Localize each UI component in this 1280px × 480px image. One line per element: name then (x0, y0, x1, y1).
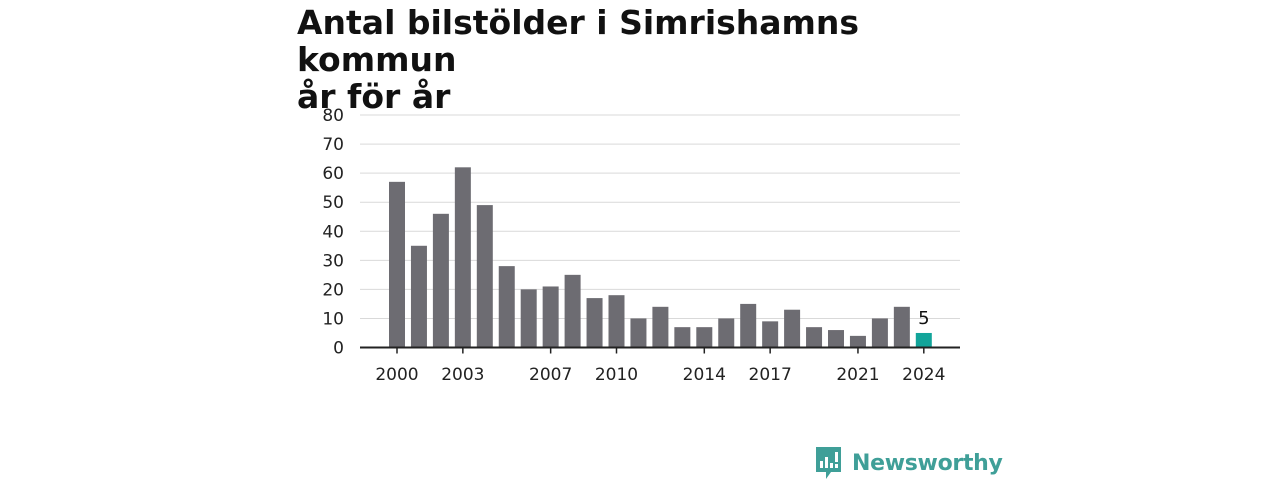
x-tick-label: 2007 (529, 365, 572, 385)
bar-2015 (718, 318, 735, 348)
y-tick-label: 70 (322, 135, 344, 155)
bar-2006 (520, 289, 537, 348)
y-tick-label: 0 (333, 339, 344, 359)
bar-2004 (476, 205, 493, 348)
bar-2023 (893, 306, 910, 348)
y-tick-label: 20 (322, 280, 344, 300)
y-tick-label: 60 (322, 164, 344, 184)
bar-2002 (432, 213, 449, 348)
x-axis-ticks: 2000 2003 2007 2010 2014 2017 2021 2024 (375, 347, 945, 385)
bar-2019 (806, 327, 823, 348)
bar-2008 (564, 274, 581, 348)
x-tick-label: 2017 (749, 365, 792, 385)
x-tick-label: 2010 (595, 365, 638, 385)
bar-2012 (652, 306, 669, 348)
y-tick-label: 80 (322, 106, 344, 126)
y-tick-label: 50 (322, 193, 344, 213)
brand-name: Newsworthy (852, 450, 1003, 476)
brand-logo: Newsworthy (815, 446, 1003, 480)
y-tick-label: 40 (322, 222, 344, 242)
bar-2001 (410, 245, 427, 348)
chart-gridlines (360, 114, 960, 319)
bar-2014 (696, 327, 713, 348)
x-tick-label: 2014 (683, 365, 726, 385)
bar-2013 (674, 327, 691, 348)
y-tick-label: 10 (322, 309, 344, 329)
x-tick-label: 2003 (441, 365, 484, 385)
bar-2005 (498, 266, 515, 348)
bar-2022 (871, 318, 888, 348)
bar-2007 (542, 286, 559, 348)
bar-2017 (762, 321, 779, 348)
bar-2021 (849, 335, 866, 348)
bar-2003 (454, 167, 471, 348)
x-tick-label: 2024 (902, 365, 945, 385)
x-tick-label: 2000 (375, 365, 418, 385)
chart-title: Antal bilstölder i Simrishamns kommun år… (297, 4, 1017, 115)
bar-2018 (784, 309, 801, 348)
bar-2024 (915, 332, 932, 348)
y-tick-label: 30 (322, 251, 344, 271)
bar-2011 (630, 318, 647, 348)
chart-bars (389, 167, 932, 348)
bar-2000 (389, 181, 405, 348)
bar-2016 (740, 303, 757, 348)
chart-title-line-2: år för år (297, 77, 451, 116)
data-label-2024: 5 (918, 308, 929, 329)
x-tick-label: 2021 (836, 365, 879, 385)
y-axis-ticks: 0 10 20 30 40 50 60 70 80 (322, 106, 344, 359)
newsworthy-logo-icon (816, 447, 841, 479)
bar-2010 (608, 295, 625, 348)
bar-2009 (586, 298, 603, 348)
data-labels: 5 (918, 308, 929, 329)
chart-title-line-1: Antal bilstölder i Simrishamns kommun (297, 3, 860, 79)
bar-2020 (828, 330, 844, 348)
